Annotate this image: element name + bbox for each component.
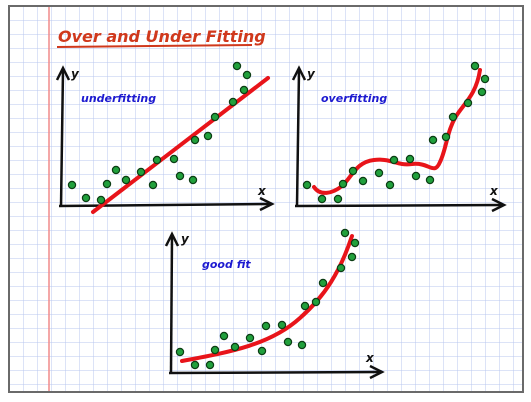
data-point bbox=[480, 74, 490, 84]
x-axis-arrow bbox=[369, 364, 385, 380]
data-point bbox=[242, 70, 252, 80]
data-point bbox=[374, 168, 384, 178]
data-point bbox=[190, 135, 200, 145]
data-point bbox=[441, 132, 451, 142]
panel-label-underfitting: underfitting bbox=[81, 92, 156, 105]
data-point bbox=[67, 180, 77, 190]
data-point bbox=[336, 263, 346, 273]
data-points bbox=[67, 61, 252, 205]
data-point bbox=[477, 87, 487, 97]
data-point bbox=[333, 194, 343, 204]
panel-underfitting: y x underfitting bbox=[55, 61, 275, 214]
goodfit-axes: y x bbox=[164, 231, 385, 380]
data-point bbox=[232, 61, 242, 71]
x-axis-label: x bbox=[489, 184, 499, 198]
data-point bbox=[389, 155, 399, 165]
data-point bbox=[297, 340, 307, 350]
y-axis-label: y bbox=[307, 67, 316, 81]
title-underline bbox=[56, 44, 253, 48]
x-axis bbox=[168, 370, 381, 375]
x-axis-label: x bbox=[257, 184, 267, 198]
data-point bbox=[300, 301, 310, 311]
data-point bbox=[188, 175, 198, 185]
data-points bbox=[302, 61, 490, 204]
data-point bbox=[210, 112, 220, 122]
data-point bbox=[411, 171, 421, 181]
data-point bbox=[348, 166, 358, 176]
data-point bbox=[81, 193, 91, 203]
data-point bbox=[210, 345, 220, 355]
x-axis-label: x bbox=[365, 351, 375, 365]
data-point bbox=[230, 342, 240, 352]
data-point bbox=[277, 320, 287, 330]
y-axis-label: y bbox=[71, 67, 80, 81]
panel-label-overfitting: overfitting bbox=[321, 92, 387, 105]
data-point bbox=[205, 360, 215, 370]
underfitting-axes: y x bbox=[55, 65, 275, 212]
data-point bbox=[428, 135, 438, 145]
data-point bbox=[261, 321, 271, 331]
data-point bbox=[311, 297, 321, 307]
y-axis bbox=[169, 235, 174, 373]
figure-title: Over and Under Fitting bbox=[58, 27, 266, 46]
y-axis-arrow bbox=[55, 65, 71, 81]
data-point bbox=[219, 331, 229, 341]
data-point bbox=[175, 171, 185, 181]
data-point bbox=[350, 238, 360, 248]
data-point bbox=[470, 61, 480, 71]
fit-curve bbox=[91, 76, 270, 214]
panel-good-fit: y x good fit bbox=[164, 228, 385, 380]
data-point bbox=[347, 252, 357, 262]
data-point bbox=[102, 179, 112, 189]
panel-overfitting: y x overfitting bbox=[291, 61, 507, 213]
data-point bbox=[239, 85, 249, 95]
y-axis-arrow bbox=[164, 231, 180, 247]
data-point bbox=[463, 98, 473, 108]
data-point bbox=[318, 278, 328, 288]
data-point bbox=[338, 179, 348, 189]
y-axis-arrow bbox=[291, 65, 307, 81]
data-point bbox=[405, 154, 415, 164]
data-point bbox=[302, 180, 312, 190]
data-point bbox=[169, 154, 179, 164]
panel-label-good-fit: good fit bbox=[202, 258, 251, 271]
data-point bbox=[136, 167, 146, 177]
data-point bbox=[148, 180, 158, 190]
data-points bbox=[175, 228, 360, 370]
data-point bbox=[121, 175, 131, 185]
data-point bbox=[175, 347, 185, 357]
x-axis bbox=[58, 202, 271, 208]
data-point bbox=[203, 131, 213, 141]
x-axis-arrow bbox=[259, 196, 275, 212]
data-point bbox=[317, 194, 327, 204]
data-point bbox=[358, 176, 368, 186]
data-point bbox=[425, 175, 435, 185]
data-point bbox=[385, 180, 395, 190]
data-point bbox=[245, 333, 255, 343]
data-point bbox=[283, 337, 293, 347]
data-point bbox=[228, 97, 238, 107]
overfitting-axes: y x bbox=[291, 65, 507, 213]
y-axis-label: y bbox=[181, 232, 190, 246]
data-point bbox=[190, 360, 200, 370]
data-point bbox=[257, 346, 267, 356]
x-axis bbox=[294, 203, 503, 208]
y-axis bbox=[295, 69, 301, 207]
data-point bbox=[152, 155, 162, 165]
data-point bbox=[111, 165, 121, 175]
data-point bbox=[96, 195, 106, 205]
data-point bbox=[340, 228, 350, 238]
y-axis bbox=[59, 69, 65, 208]
data-point bbox=[448, 112, 458, 122]
x-axis-arrow bbox=[491, 197, 507, 213]
